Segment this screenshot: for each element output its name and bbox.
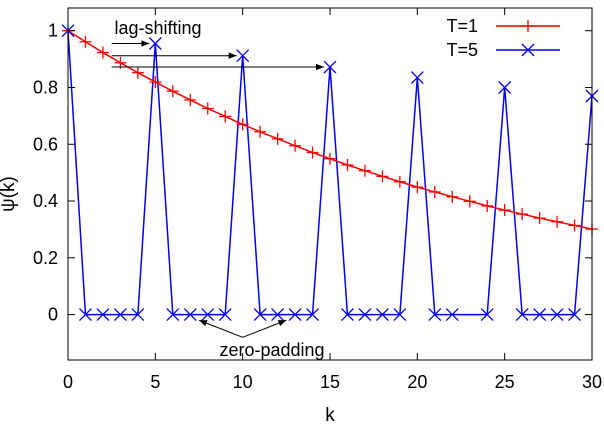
legend-swatch-marker <box>521 43 535 57</box>
x-tick-label: 15 <box>320 372 340 392</box>
legend-swatch-marker <box>522 20 534 32</box>
data-point-t1 <box>358 164 371 177</box>
data-point-t1 <box>463 195 476 208</box>
y-tick-label: 0 <box>48 305 58 325</box>
data-point-t5 <box>550 308 564 322</box>
data-point-t1 <box>341 158 354 171</box>
data-point-t1 <box>254 125 267 138</box>
data-point-t5 <box>79 308 92 322</box>
y-tick-label: 1 <box>48 21 58 41</box>
data-point-t5 <box>480 308 494 322</box>
legend: T=1 T=5 <box>446 16 560 60</box>
y-tick-label: 0.8 <box>33 77 58 97</box>
data-point-t5 <box>341 308 354 322</box>
data-point-t5 <box>131 308 145 322</box>
x-axis-ticks: 0 5 10 15 20 25 30 <box>63 8 602 392</box>
x-tick-label: 30 <box>582 372 602 392</box>
data-point-t5 <box>568 308 581 322</box>
data-point-t5 <box>113 308 127 322</box>
data-point-t5 <box>306 308 319 322</box>
data-point-t5 <box>375 308 389 322</box>
y-axis-title: ψ(k) <box>0 176 19 212</box>
data-point-t1 <box>184 93 197 106</box>
data-point-t1 <box>498 204 511 217</box>
data-point-t1 <box>516 208 529 221</box>
zero-padding-annotation: zero-padding <box>219 340 324 360</box>
data-point-t5 <box>358 308 372 322</box>
data-point-t1 <box>149 76 162 89</box>
data-point-t5 <box>236 49 250 63</box>
y-tick-label: 0.4 <box>33 191 58 211</box>
annotation-arrow <box>242 319 287 338</box>
annotation-arrow <box>198 319 243 338</box>
data-point-t5 <box>515 308 529 322</box>
data-point-t1 <box>568 219 581 232</box>
series-line-t5 <box>67 30 593 316</box>
data-point-t5 <box>271 308 285 322</box>
plot-lines <box>67 30 593 316</box>
data-point-t1 <box>393 175 406 188</box>
annotation-arrows <box>111 40 324 338</box>
data-point-t5 <box>183 308 197 322</box>
data-point-t1 <box>533 212 546 225</box>
data-point-t5 <box>288 308 302 322</box>
data-point-t5 <box>410 71 424 85</box>
data-point-t5 <box>445 308 459 322</box>
data-point-t1 <box>446 190 459 203</box>
x-tick-label: 10 <box>233 372 253 392</box>
data-point-t5 <box>218 308 232 322</box>
data-point-t1 <box>306 146 319 159</box>
x-tick-label: 20 <box>407 372 427 392</box>
lag-shifting-annotation: lag-shifting <box>114 18 201 38</box>
data-point-t5 <box>498 81 512 94</box>
data-point-t1 <box>289 139 302 152</box>
data-point-t1 <box>166 85 179 98</box>
data-point-t1 <box>79 35 92 48</box>
data-point-t1 <box>428 185 441 198</box>
data-point-t1 <box>236 118 249 131</box>
data-point-t5 <box>428 308 442 322</box>
data-point-t1 <box>411 181 424 194</box>
legend-label-t1: T=1 <box>446 16 478 36</box>
data-point-t5 <box>253 308 267 322</box>
data-point-t1 <box>131 66 144 79</box>
data-point-t5 <box>323 60 337 74</box>
data-point-t5 <box>201 308 215 322</box>
data-point-t1 <box>96 46 109 59</box>
y-axis-ticks: 0 0.2 0.4 0.6 0.8 1 <box>33 21 592 325</box>
y-tick-label: 0.6 <box>33 134 58 154</box>
data-point-t1 <box>271 132 284 145</box>
data-point-t1 <box>481 199 494 212</box>
x-tick-label: 5 <box>150 372 160 392</box>
data-point-t5 <box>393 308 407 322</box>
data-point-t5 <box>533 308 547 322</box>
data-point-t1 <box>219 110 232 123</box>
data-point-t1 <box>551 215 564 228</box>
data-point-t5 <box>148 37 162 50</box>
data-point-t1 <box>201 102 214 115</box>
x-tick-label: 0 <box>63 372 73 392</box>
data-point-t1 <box>376 170 389 183</box>
data-point-t5 <box>96 308 110 322</box>
data-point-t1 <box>324 152 336 165</box>
y-tick-label: 0.2 <box>33 248 58 268</box>
data-point-t5 <box>166 308 180 322</box>
x-axis-title: k <box>325 405 335 424</box>
legend-label-t5: T=5 <box>446 40 478 60</box>
x-tick-label: 25 <box>495 372 515 392</box>
plot-markers <box>61 24 599 322</box>
